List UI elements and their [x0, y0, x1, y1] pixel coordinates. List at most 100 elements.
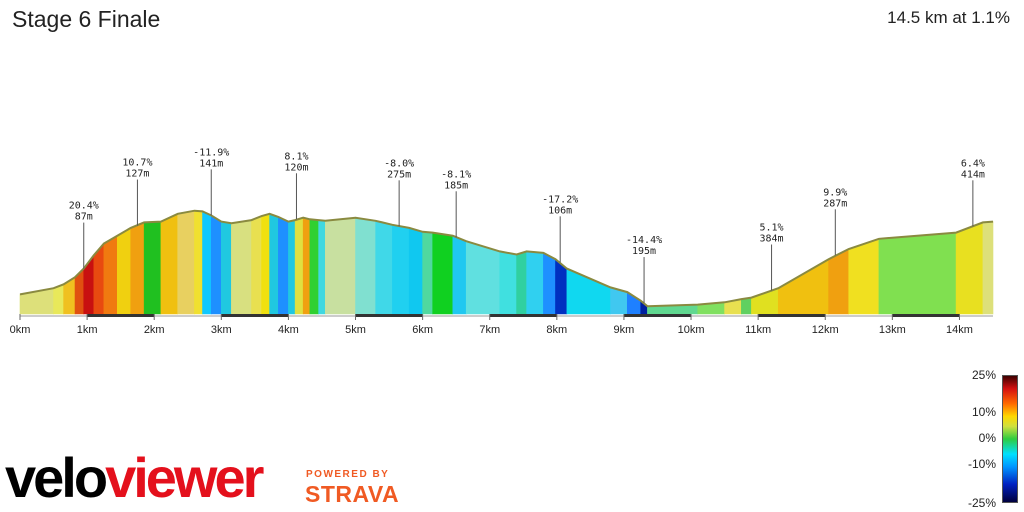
annotation-altitude: 127m — [125, 169, 149, 180]
annotation-altitude: 275m — [387, 169, 411, 180]
annotation-altitude: 141m — [199, 158, 223, 169]
logo-viewer-text: viewer — [105, 446, 264, 509]
annotation-altitude: 287m — [823, 198, 847, 209]
annotation-grade: 8.1% — [284, 151, 308, 162]
annotation-altitude: 414m — [961, 169, 985, 180]
x-tick-label: 1km — [77, 324, 98, 336]
powered-by-label: POWERED BY — [306, 469, 390, 480]
profile-segment — [231, 219, 252, 315]
annotation-altitude: 185m — [444, 180, 468, 191]
profile-segment — [432, 232, 454, 315]
profile-segment — [741, 297, 752, 315]
veloviewer-logo: veloviewer — [5, 450, 264, 506]
profile-segment — [143, 221, 162, 315]
annotation-grade: 10.7% — [122, 158, 152, 169]
x-tick-label: 13km — [879, 324, 906, 336]
x-tick-label: 12km — [812, 324, 839, 336]
x-tick-label: 5km — [345, 324, 366, 336]
x-tick-label: 9km — [614, 324, 635, 336]
x-tick-label: 6km — [412, 324, 433, 336]
profile-segments — [19, 210, 994, 315]
profile-segment — [318, 219, 326, 315]
x-tick-label: 7km — [479, 324, 500, 336]
annotation-altitude: 87m — [75, 212, 93, 223]
km-bar — [355, 314, 423, 317]
annotation-grade: 6.4% — [961, 158, 985, 169]
profile-segment — [117, 227, 132, 315]
legend-label-minus25: -25% — [967, 496, 996, 510]
profile-segment — [83, 254, 95, 315]
profile-outline — [19, 209, 994, 308]
profile-segment — [160, 213, 178, 315]
x-tick-label: 8km — [546, 324, 567, 336]
profile-segment — [499, 251, 517, 315]
x-tick-label: 2km — [144, 324, 165, 336]
km-bar — [758, 314, 826, 317]
profile-segment — [302, 217, 311, 315]
grade-annotations: 20.4%87m 10.7%127m -11.9%141m 8.1%120m -8.0%… — [69, 147, 985, 304]
elevation-profile-chart: 0km 1km 2km 3km 4km 5km 6km 7km 8km 9km 10km 11km 12… — [10, 147, 994, 336]
annotation-grade: -8.0% — [384, 158, 414, 169]
profile-segment — [452, 235, 467, 315]
profile-segment — [221, 221, 232, 315]
profile-segment — [130, 221, 145, 315]
page-title: Stage 6 Finale — [12, 6, 161, 32]
profile-segment — [566, 268, 611, 315]
profile-segment — [269, 213, 279, 315]
profile-segment — [53, 283, 64, 315]
x-tick-label: 4km — [278, 324, 299, 336]
gradient-legend-bar — [1002, 375, 1018, 503]
profile-segment — [465, 240, 501, 315]
annotation-altitude: 106m — [548, 205, 572, 216]
km-bar — [221, 314, 289, 317]
profile-segment — [294, 217, 304, 315]
profile-segment — [982, 221, 994, 315]
profile-segment — [251, 215, 262, 315]
km-bar-markers — [87, 314, 960, 317]
profile-segment — [777, 258, 829, 315]
annotation-grade: -11.9% — [193, 147, 229, 158]
profile-segment — [543, 252, 556, 315]
profile-segment — [526, 251, 544, 315]
profile-segment — [392, 224, 410, 315]
route-summary: 14.5 km at 1.1% — [887, 8, 1010, 27]
annotation-grade: 5.1% — [760, 223, 784, 234]
annotation-grade: 9.9% — [823, 187, 847, 198]
annotation-grade: -17.2% — [542, 194, 578, 205]
annotation-altitude: 384m — [760, 234, 784, 245]
profile-segment — [355, 217, 376, 315]
x-tick-label: 11km — [745, 324, 771, 336]
strava-logo: STRAVA — [305, 481, 400, 507]
profile-segment — [210, 214, 222, 315]
km-bar — [892, 314, 960, 317]
profile-segment — [422, 231, 433, 315]
km-bar — [87, 314, 155, 317]
x-tick-label: 0km — [10, 324, 31, 336]
profile-segment — [309, 218, 319, 315]
profile-segment — [194, 210, 203, 315]
profile-segment — [103, 235, 118, 315]
profile-segment — [261, 213, 270, 315]
annotation-altitude: 195m — [632, 246, 656, 257]
x-tick-label: 3km — [211, 324, 232, 336]
annotation-grade: -14.4% — [626, 235, 662, 246]
profile-segment — [878, 232, 957, 315]
x-tick-label: 10km — [678, 324, 705, 336]
annotation-grade: 20.4% — [69, 201, 99, 212]
profile-segment — [288, 219, 296, 315]
profile-segment — [955, 221, 984, 315]
profile-segment — [177, 210, 195, 315]
legend-label-10: 10% — [971, 405, 996, 419]
profile-segment — [408, 227, 423, 315]
profile-segment — [278, 216, 289, 315]
profile-segment — [375, 220, 393, 315]
profile-segment — [516, 250, 527, 315]
km-bar — [623, 314, 692, 317]
km-bar — [489, 314, 557, 317]
profile-segment — [202, 210, 212, 315]
annotation-altitude: 120m — [284, 162, 308, 173]
x-tick-label: 14km — [946, 324, 973, 336]
x-axis-ticks: 0km 1km 2km 3km 4km 5km 6km 7km 8km 9km 10km 11km 12… — [10, 314, 973, 336]
legend-label-25: 25% — [971, 368, 996, 382]
profile-segment — [848, 238, 880, 315]
